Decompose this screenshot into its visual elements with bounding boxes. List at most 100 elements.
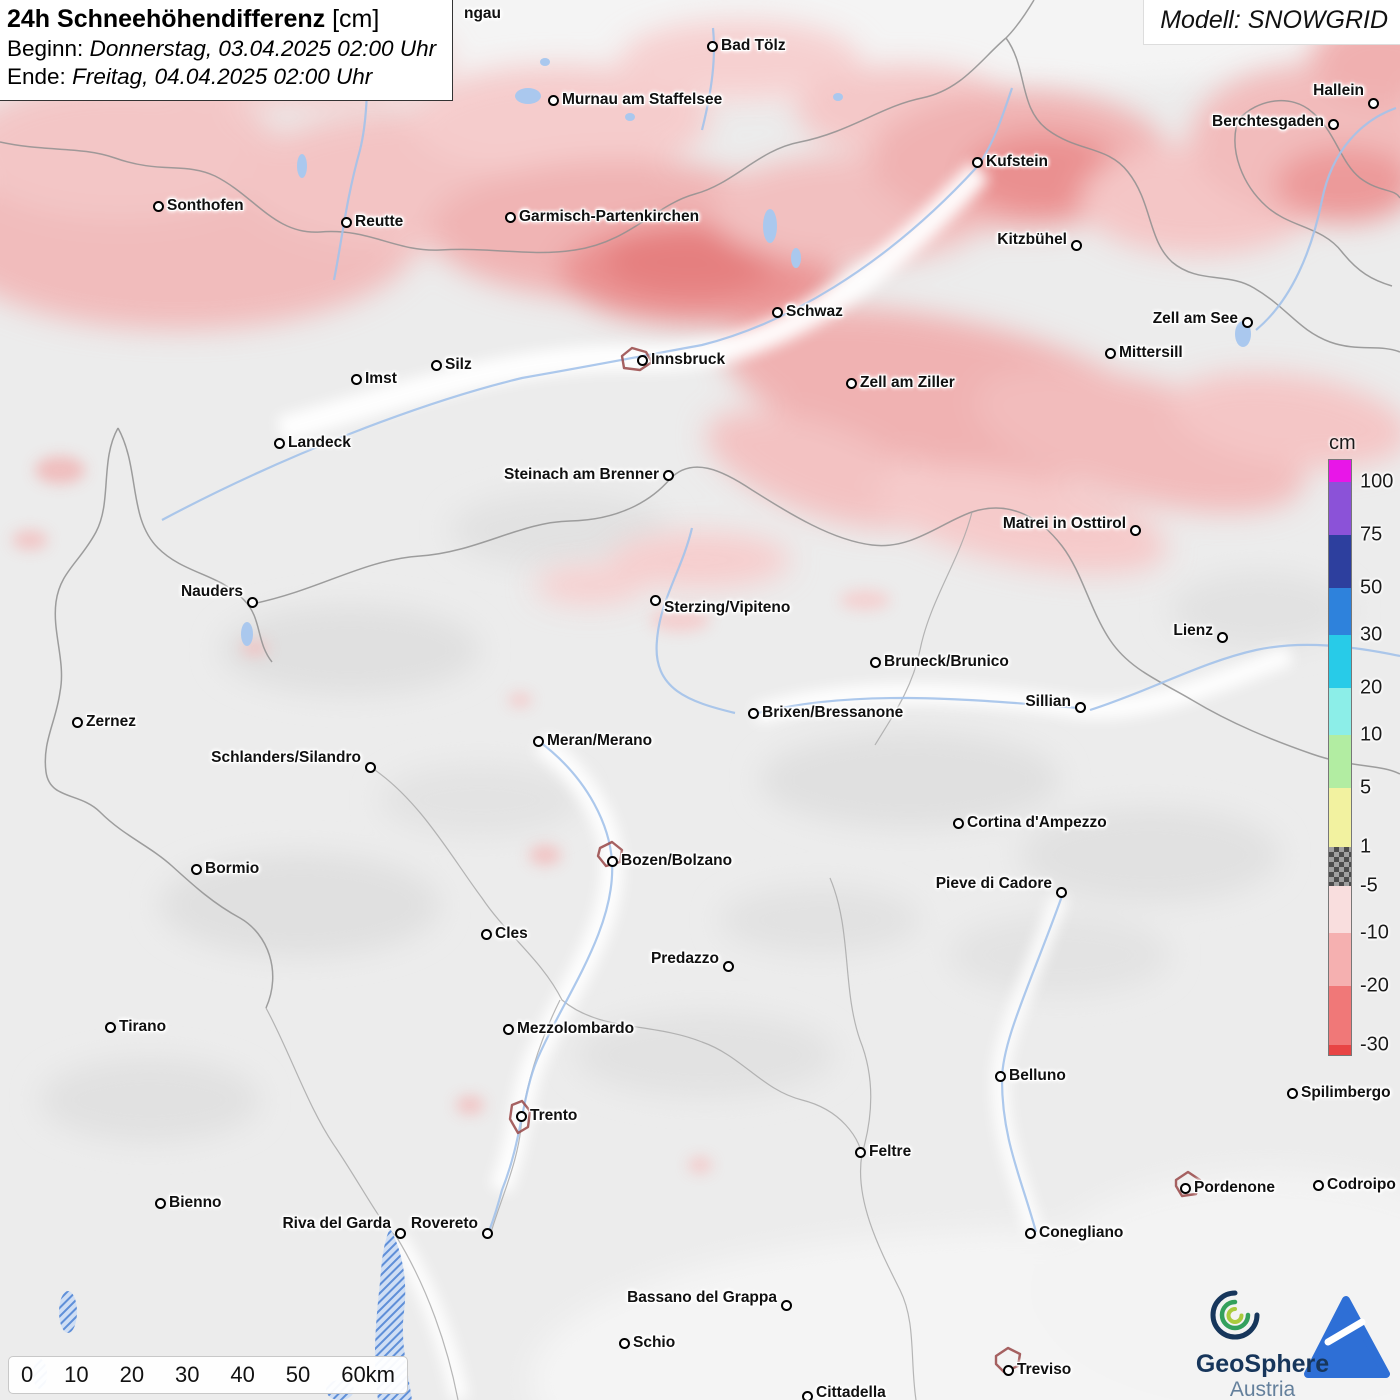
- city-label-rovereto: Rovereto: [410, 1215, 478, 1232]
- city-label-matrei-in-osttirol: Matrei in Osttirol: [1002, 515, 1126, 532]
- legend-tick--10: -10: [1360, 921, 1389, 944]
- city-label-ngau: ngau: [464, 5, 502, 22]
- city-label-spilimbergo: Spilimbergo: [1301, 1084, 1391, 1101]
- legend-tick-5: 5: [1360, 776, 1372, 799]
- city-label-brixen-bressanone: Brixen/Bressanone: [762, 704, 904, 721]
- begin-label: Beginn:: [7, 36, 84, 61]
- city-label-silz: Silz: [445, 356, 472, 373]
- city-dot-belluno: [994, 1070, 1006, 1082]
- legend-seg-5: [1329, 688, 1351, 735]
- city-dot-riva-del-garda: [394, 1227, 406, 1239]
- city-dot-matrei-in-osttirol: [1129, 524, 1141, 536]
- city-label-murnau-am-staffelsee: Murnau am Staffelsee: [562, 91, 723, 108]
- city-label-mittersill: Mittersill: [1119, 344, 1183, 361]
- begin-line: Beginn: Donnerstag, 03.04.2025 02:00 Uhr: [7, 35, 436, 63]
- city-dot-rovereto: [481, 1227, 493, 1239]
- city-dot-predazzo: [722, 960, 734, 972]
- city-label-hallein: Hallein: [1313, 82, 1364, 99]
- scale-label-3: 30: [174, 1362, 200, 1387]
- city-label-garmisch-partenkirchen: Garmisch-Partenkirchen: [519, 208, 700, 225]
- city-dot-cittadella: [801, 1390, 813, 1400]
- city-dot-steinach-am-brenner: [662, 469, 674, 481]
- city-dot-cortina-d-ampezzo: [952, 817, 964, 829]
- end-line: Ende: Freitag, 04.04.2025 02:00 Uhr: [7, 63, 436, 91]
- city-dot-silz: [430, 359, 442, 371]
- end-label: Ende:: [7, 63, 66, 89]
- city-label-sillian: Sillian: [1025, 693, 1071, 710]
- legend-bar: [1328, 459, 1352, 1056]
- city-label-bassano-del-grappa: Bassano del Grappa: [627, 1289, 777, 1306]
- city-label-nauders: Nauders: [180, 583, 243, 600]
- city-label-belluno: Belluno: [1009, 1067, 1066, 1084]
- city-label-kufstein: Kufstein: [986, 153, 1048, 170]
- city-label-bienno: Bienno: [169, 1194, 222, 1211]
- legend-seg-2: [1329, 535, 1351, 588]
- city-dot-pordenone: [1179, 1182, 1191, 1194]
- scale-label-2: 20: [119, 1362, 145, 1387]
- city-dot-nauders: [246, 596, 258, 608]
- city-label-bozen-bolzano: Bozen/Bolzano: [621, 852, 733, 869]
- city-label-berchtesgaden: Berchtesgaden: [1212, 113, 1324, 130]
- geosphere-logo-title: GeoSphere: [1195, 1350, 1330, 1378]
- legend-seg-0: [1329, 460, 1351, 482]
- legend-unit-label: cm: [1329, 432, 1356, 454]
- city-dot-bad-t-lz: [706, 40, 718, 52]
- city-dot-zernez: [71, 716, 83, 728]
- legend-tick-1: 1: [1360, 835, 1372, 858]
- city-label-lienz: Lienz: [1173, 622, 1213, 639]
- geosphere-swirl-icon: [1210, 1290, 1260, 1340]
- city-dot-zell-am-ziller: [845, 377, 857, 389]
- municipality-outlines: [508, 346, 1202, 1374]
- city-dot-pieve-di-cadore: [1055, 886, 1067, 898]
- city-dot-bassano-del-grappa: [780, 1299, 792, 1311]
- legend-tick--5: -5: [1360, 874, 1378, 897]
- city-dot-tirano: [104, 1021, 116, 1033]
- legend-tick--30: -30: [1360, 1033, 1389, 1056]
- page-title-text: 24h Schneehöhendifferenz: [7, 5, 326, 33]
- city-dot-sonthofen: [152, 200, 164, 212]
- scale-label-4: 40: [230, 1362, 255, 1387]
- city-label-tirano: Tirano: [119, 1018, 167, 1035]
- geosphere-logo-subtitle: Austria: [1229, 1378, 1296, 1400]
- page-title-unit: [cm]: [332, 5, 380, 33]
- scale-label-5: 50: [285, 1362, 311, 1387]
- city-dot-bruneck-brunico: [869, 656, 881, 668]
- scale-label-1: 10: [64, 1362, 89, 1387]
- geosphere-mountain-icon: [1304, 1296, 1390, 1378]
- legend-tick-10: 10: [1360, 723, 1383, 746]
- city-label-reutte: Reutte: [355, 213, 404, 230]
- city-dot-spilimbergo: [1286, 1087, 1298, 1099]
- city-dot-hallein: [1367, 97, 1379, 109]
- country-borders: [0, 0, 1400, 1009]
- legend-tick-100: 100: [1360, 470, 1394, 493]
- legend-seg-4: [1329, 635, 1351, 688]
- city-dot-brixen-bressanone: [747, 707, 759, 719]
- legend-tick-30: 30: [1360, 623, 1383, 646]
- city-label-conegliano: Conegliano: [1039, 1224, 1124, 1241]
- city-label-innsbruck: Innsbruck: [651, 351, 726, 368]
- city-dot-meran-merano: [532, 735, 544, 747]
- city-dot-sterzing-vipiteno: [649, 594, 661, 606]
- legend-seg-12: [1329, 1045, 1351, 1055]
- legend-tick-20: 20: [1360, 676, 1383, 699]
- legend-tick--20: -20: [1360, 974, 1389, 997]
- model-label: Modell: SNOWGRID: [1143, 0, 1400, 45]
- city-label-treviso: Treviso: [1017, 1361, 1072, 1378]
- city-dot-bormio: [190, 863, 202, 875]
- legend-seg-3: [1329, 588, 1351, 635]
- legend-tick-50: 50: [1360, 576, 1383, 599]
- city-label-landeck: Landeck: [288, 434, 351, 451]
- city-label-cortina-d-ampezzo: Cortina d'Ampezzo: [967, 814, 1107, 831]
- legend-seg-1: [1329, 482, 1351, 535]
- city-label-bad-t-lz: Bad Tölz: [721, 37, 786, 54]
- legend-seg-9: [1329, 886, 1351, 933]
- city-dot-sillian: [1074, 701, 1086, 713]
- city-dot-codroipo: [1312, 1179, 1324, 1191]
- city-dot-berchtesgaden: [1327, 118, 1339, 130]
- legend-seg-6: [1329, 735, 1351, 788]
- geosphere-logo: GeoSphere Austria: [1190, 1288, 1395, 1400]
- begin-value: Donnerstag, 03.04.2025 02:00 Uhr: [89, 36, 437, 61]
- city-dot-lienz: [1216, 631, 1228, 643]
